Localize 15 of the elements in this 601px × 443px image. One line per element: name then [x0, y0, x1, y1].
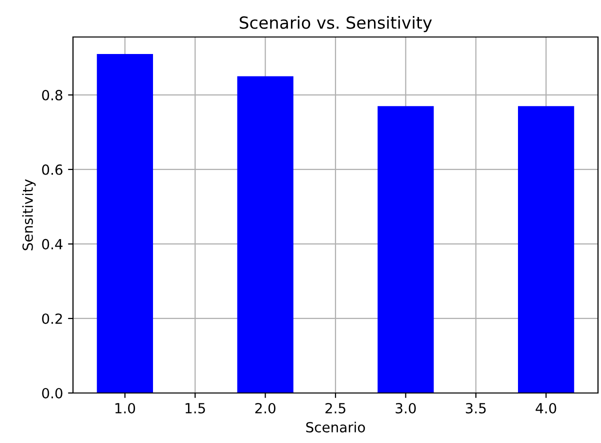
- x-tick-label: 4.0: [536, 402, 556, 414]
- y-tick-label: 0.4: [42, 238, 62, 250]
- x-tick-label: 2.0: [255, 402, 276, 414]
- x-tick-label: 2.5: [325, 402, 346, 414]
- y-tick-label: 0.6: [42, 164, 62, 175]
- x-tick-label: 1.0: [115, 402, 136, 414]
- chart-title: Scenario vs. Sensitivity: [240, 16, 432, 32]
- x-tick-label: 3.0: [396, 402, 416, 414]
- x-axis-title: Scenario: [306, 422, 365, 432]
- y-axis-title: Sensitivity: [22, 179, 36, 250]
- y-tick-label: 0.0: [42, 388, 62, 398]
- y-tick-label: 0.2: [42, 313, 62, 324]
- y-tick-label: 0.8: [42, 90, 62, 100]
- x-tick-label: 3.5: [466, 402, 486, 414]
- x-tick-label: 1.5: [186, 403, 205, 414]
